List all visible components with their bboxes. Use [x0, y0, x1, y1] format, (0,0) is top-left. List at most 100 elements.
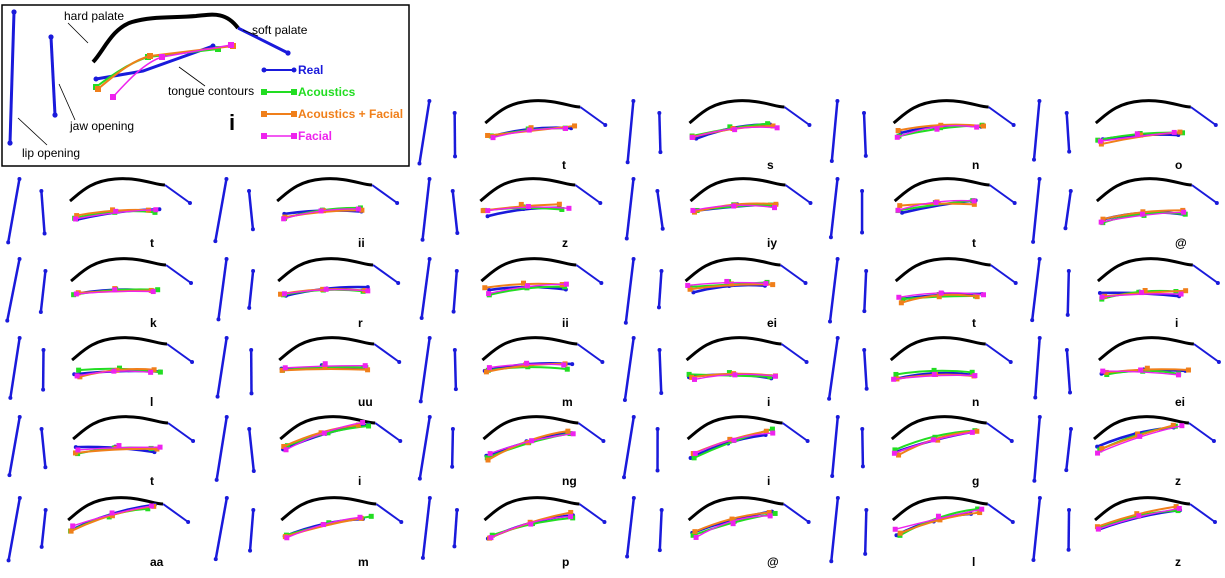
tongue-contour [892, 506, 985, 532]
jaw-opening-bar [1064, 111, 1072, 154]
phoneme-label: ii [358, 236, 365, 250]
soft-palate-line [1188, 422, 1216, 443]
palate-curve [687, 496, 784, 522]
phoneme-label: g [972, 474, 979, 488]
jaw-opening-bar [863, 508, 869, 556]
lip-opening-bar [419, 257, 432, 321]
jaw-opening-bar [860, 189, 865, 235]
jaw-opening-bar [656, 269, 664, 310]
palate-curve [684, 257, 781, 283]
jaw-opening-bar [1066, 508, 1072, 552]
phoneme-label: o [1175, 158, 1182, 172]
jaw-opening-bar [1064, 348, 1073, 395]
jaw-opening-bar [39, 189, 47, 236]
lip-opening-bar [420, 496, 432, 560]
phoneme-panel: z [1032, 415, 1216, 488]
phoneme-label: p [562, 555, 569, 569]
soft-palate-line [782, 422, 810, 443]
soft-palate-line [373, 343, 402, 364]
palate-curve [1094, 496, 1191, 522]
palate-curve [892, 99, 989, 125]
palate-curve [689, 177, 786, 203]
lip-opening-bar [622, 415, 636, 480]
soft-palate-line [372, 264, 401, 285]
tongue-contour [896, 290, 986, 300]
jaw-opening-label: jaw opening [69, 119, 134, 133]
phoneme-panel: t [6, 177, 192, 250]
palate-curve [889, 336, 986, 362]
lip-opening-bar [215, 336, 229, 399]
palate-curve [685, 336, 782, 362]
lip-opening-bar [622, 336, 636, 403]
soft-palate-line [165, 264, 194, 285]
phoneme-label: r [358, 316, 363, 330]
phoneme-label: t [972, 236, 976, 250]
soft-palate-line [783, 503, 811, 524]
jaw-opening-bar [655, 427, 660, 473]
palate-curve [1095, 177, 1192, 203]
tongue-contour [73, 207, 159, 222]
phoneme-panel: n [827, 336, 1013, 409]
jaw-opening-bar [1065, 269, 1071, 317]
tongue-contour [490, 126, 569, 141]
phoneme-panel: z [1031, 496, 1217, 569]
jaw-opening-bar [452, 348, 458, 392]
tongue-contour [685, 278, 769, 288]
phoneme-label: i [767, 474, 770, 488]
jaw-opening-bar [39, 508, 48, 549]
phoneme-label: n [972, 158, 979, 172]
phoneme-label: ng [562, 474, 577, 488]
tongue-contour [282, 515, 364, 540]
tongue-contour [1095, 423, 1185, 456]
lip-opening-bar [213, 496, 229, 562]
tongue-contour [488, 514, 574, 541]
phoneme-panel: n [829, 99, 1016, 172]
jaw-opening-bar [1063, 189, 1073, 231]
legend-panel: hard palate soft palate tongue contours … [1, 4, 410, 167]
lip-opening-bar [417, 99, 432, 166]
lip-opening-bar [8, 336, 22, 400]
phoneme-label: t [972, 316, 976, 330]
jaw-opening-bar [247, 269, 256, 310]
jaw-opening-bar [451, 269, 459, 314]
lip-opening-bar [828, 177, 840, 240]
lip-opening-bar [7, 9, 17, 146]
jaw-opening-bar [39, 427, 48, 470]
palate-curve [280, 496, 377, 522]
soft-palate-line [990, 264, 1018, 285]
tongue-contour [897, 510, 983, 536]
lip-opening-bar [829, 496, 840, 564]
tongue-facial [110, 42, 234, 100]
palate-curve [893, 177, 990, 203]
lip-opening-bar [623, 257, 636, 325]
soft-palate-line [237, 26, 291, 56]
legend-facial: Facial [261, 129, 332, 143]
tongue-contour [693, 513, 773, 540]
soft-palate-line [1192, 264, 1220, 285]
phoneme-panel: t [417, 99, 608, 172]
legend-real: Real [261, 63, 323, 77]
phoneme-panel: r [216, 257, 401, 330]
phoneme-label: uu [358, 395, 373, 409]
phoneme-label: @ [1175, 236, 1187, 250]
palate-curve [479, 177, 576, 203]
lip-opening-label: lip opening [22, 146, 80, 160]
soft-palate-line [575, 264, 604, 285]
soft-palate-line [574, 184, 603, 205]
lip-opening-bar [216, 257, 229, 322]
phoneme-label: n [972, 395, 979, 409]
soft-palate-line [985, 343, 1013, 364]
palate-curve [1093, 415, 1190, 441]
lip-opening-bar [624, 177, 636, 241]
tongue-contour [70, 503, 154, 529]
phoneme-label: m [358, 555, 369, 569]
palate-curve [686, 415, 783, 441]
phoneme-panel: l [829, 496, 1015, 569]
phoneme-label: z [1175, 555, 1181, 569]
tongue-contour [692, 510, 772, 535]
lip-opening-bar [1031, 177, 1042, 244]
tongue-contour [75, 443, 163, 453]
phoneme-panel: t [7, 415, 196, 488]
phoneme-panel: o [1032, 99, 1218, 172]
lip-opening-bar [1032, 99, 1042, 162]
